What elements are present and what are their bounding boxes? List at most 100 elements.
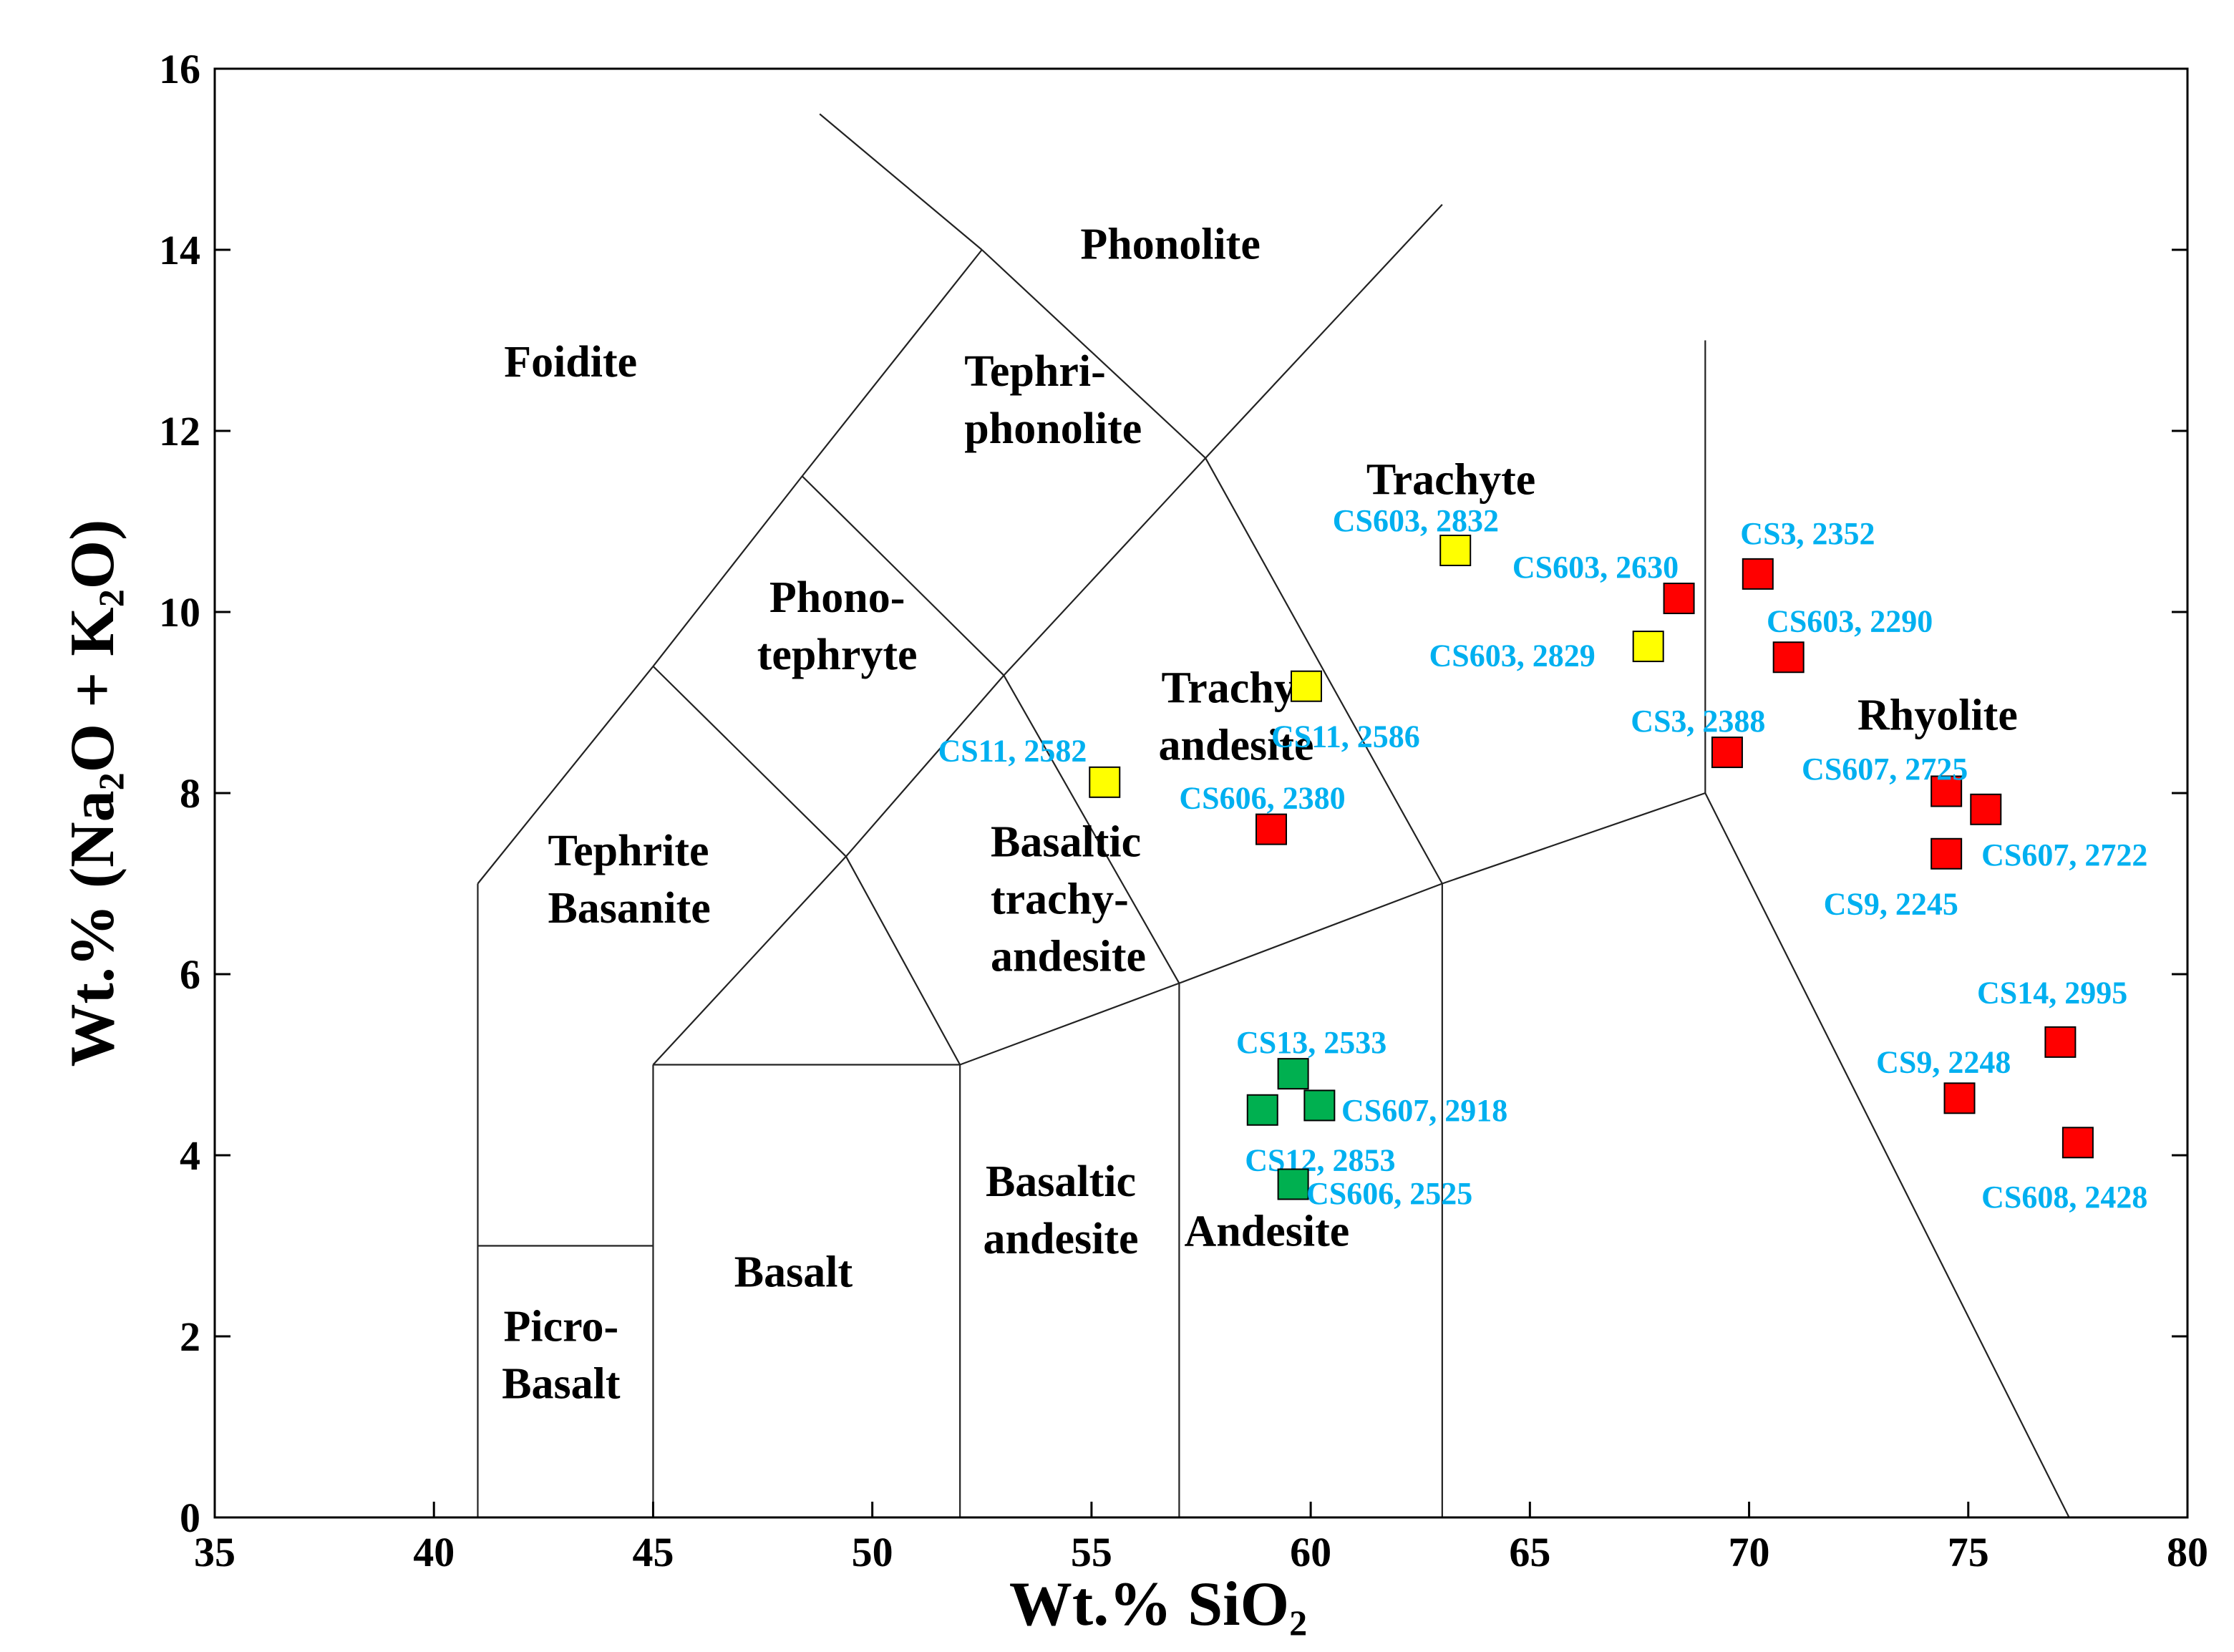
- point-label-cs608-2428: CS608, 2428: [1981, 1180, 2147, 1215]
- field-label-line: Rhyolite: [1857, 691, 2018, 739]
- field-label-line: Basaltic: [986, 1157, 1136, 1206]
- point-label-cs603-2630: CS603, 2630: [1512, 550, 1679, 585]
- field-boundary-line-26: [1704, 792, 2070, 1518]
- point-cs11-2586: [1290, 670, 1322, 702]
- field-label-line: tephryte: [757, 631, 918, 679]
- field-boundary-line-23: [1003, 675, 1180, 984]
- y-tick-label: 16: [159, 46, 200, 92]
- field-label-line: Tephri-: [964, 347, 1106, 396]
- field-label-line: phonolite: [964, 404, 1142, 453]
- field-label-tephrite-basanite: Tephrite Basanite: [548, 827, 710, 933]
- field-boundary-line-24: [1205, 457, 1443, 885]
- point-cs603-2832: [1439, 534, 1472, 566]
- field-label-line: trachy-: [991, 875, 1129, 924]
- y-tick-label: 4: [180, 1132, 200, 1179]
- field-label-line: Phono-: [769, 573, 905, 622]
- field-label-line: Phonolite: [1080, 220, 1260, 269]
- field-boundary-line-13: [801, 475, 1005, 676]
- field-label-basaltic-trachyandesite: Basaltic trachy-andesite: [991, 818, 1146, 981]
- point-label-cs603-2290: CS603, 2290: [1767, 604, 1933, 639]
- field-label-line: Picro-: [503, 1302, 618, 1351]
- field-label-trachyandesite: Trachy-andesite: [1158, 664, 1313, 770]
- point-label-cs3-2388: CS3, 2388: [1631, 704, 1765, 739]
- point-cs607-2918: [1303, 1089, 1336, 1122]
- x-tick-label: 65: [1509, 1529, 1550, 1575]
- y-tick-label: 6: [180, 951, 200, 998]
- point-label-cs14-2995: CS14, 2995: [1977, 975, 2127, 1010]
- x-tick-label: 45: [632, 1529, 674, 1575]
- field-label-line: Andesite: [1184, 1208, 1349, 1256]
- x-tick-label: 40: [413, 1529, 455, 1575]
- point-label-cs606-2525: CS606, 2525: [1306, 1176, 1472, 1211]
- field-label-line: Basanite: [548, 884, 710, 933]
- point-cs14-2995: [2044, 1026, 2077, 1058]
- y-tick-label: 10: [159, 589, 200, 636]
- point-cs607-2722: [1970, 793, 2002, 825]
- field-label-trachyte: Trachyte: [1366, 456, 1535, 505]
- field-label-line: andesite: [1158, 721, 1313, 770]
- field-label-line: Tephrite: [548, 827, 709, 875]
- data-points: CS603, 2630 CS3, 2352 CS603, 2290 CS3, 2388…: [938, 503, 2148, 1215]
- point-label-cs607-2918: CS607, 2918: [1341, 1093, 1507, 1128]
- field-label-line: Basalt: [502, 1359, 621, 1408]
- field-label-phonotephryte: Phono-tephryte: [757, 573, 918, 679]
- x-tick-label: 70: [1729, 1529, 1770, 1575]
- point-cs603-2290: [1772, 641, 1805, 674]
- field-label-line: Trachy-: [1162, 664, 1311, 713]
- field-label-foidite: Foidite: [504, 338, 637, 387]
- point-cs9-2248: [1943, 1082, 1976, 1114]
- point-label-cs13-2533: CS13, 2533: [1236, 1025, 1386, 1060]
- point-label-cs606-2380: CS606, 2380: [1179, 780, 1345, 815]
- point-cs3-2388: [1711, 737, 1743, 769]
- field-boundary-line-17: [845, 856, 961, 1066]
- field-boundary-line-2: [477, 666, 654, 885]
- point-label-cs11-2582: CS11, 2582: [938, 734, 1087, 769]
- y-tick-label: 12: [159, 408, 200, 455]
- point-cs606-2380: [1255, 813, 1287, 845]
- x-tick-label: 50: [852, 1529, 893, 1575]
- field-label-andesite: Andesite: [1184, 1208, 1349, 1256]
- point-label-cs3-2352: CS3, 2352: [1740, 516, 1875, 551]
- axis-ticks: 35 40 45 50 55 60 65 70 75 80 0 2 4 6 8 10 12 14 16: [159, 46, 2208, 1575]
- point-label-cs11-2586: CS11, 2586: [1271, 719, 1420, 754]
- point-label-cs12-2853: CS12, 2853: [1245, 1142, 1395, 1177]
- field-boundary-line-10: [652, 855, 847, 1066]
- point-cs603-2630: [1663, 583, 1695, 615]
- point-cs9-2245: [1931, 837, 1963, 870]
- x-tick-label: 75: [1948, 1529, 1989, 1575]
- x-axis-title: Wt.% SiO2: [1009, 1570, 1307, 1643]
- y-tick-label: 2: [180, 1313, 200, 1360]
- field-label-phonolite: Phonolite: [1080, 220, 1260, 269]
- point-cs11-2582: [1089, 766, 1121, 798]
- point-cs608-2428: [2061, 1127, 2094, 1159]
- field-label-line: Foidite: [504, 338, 637, 387]
- point-cs13-2533: [1277, 1058, 1309, 1090]
- point-cs606-2525: [1277, 1168, 1309, 1200]
- field-boundary-line-6: [981, 249, 1206, 459]
- field-boundary-line-4: [801, 249, 983, 477]
- field-label-line: andesite: [991, 933, 1146, 981]
- point-cs603-2829: [1632, 631, 1664, 663]
- field-label-line: Trachyte: [1366, 456, 1535, 505]
- x-tick-label: 55: [1071, 1529, 1112, 1575]
- point-label-cs607-2722: CS607, 2722: [1981, 837, 2147, 873]
- x-tick-label: 60: [1290, 1529, 1331, 1575]
- field-label-line: Basalt: [734, 1248, 853, 1296]
- field-label-picrobasalt: Picro- Basalt: [502, 1302, 621, 1408]
- field-boundary-line-5: [819, 113, 983, 251]
- field-boundary-line-11: [845, 674, 1005, 857]
- field-label-line: Basaltic: [991, 818, 1141, 867]
- field-label-basalt: Basalt: [734, 1248, 853, 1296]
- point-cs607-2725: [1931, 775, 1963, 807]
- field-boundary-line-3: [652, 475, 803, 667]
- point-cs3-2352: [1742, 558, 1774, 590]
- field-labels: Foidite Phonolite Tephri-phonolite Trachyte…: [502, 220, 2018, 1409]
- field-boundary-line-19: [1178, 883, 1443, 984]
- x-tick-label: 80: [2167, 1529, 2208, 1575]
- y-axis-title: Wt.% (Na2O + K2O): [58, 520, 131, 1067]
- y-tick-label: 8: [180, 770, 200, 817]
- field-label-line: andesite: [984, 1215, 1139, 1263]
- field-boundary-line-7: [1205, 203, 1443, 459]
- point-label-cs9-2248: CS9, 2248: [1876, 1045, 2011, 1080]
